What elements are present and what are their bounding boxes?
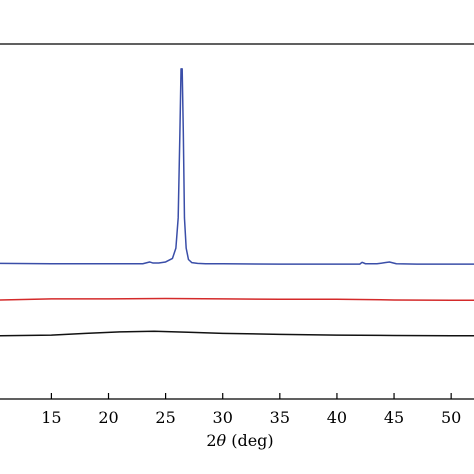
x-tick-label: 45 xyxy=(384,408,404,427)
x-axis-title: 2θ (deg) xyxy=(206,431,273,450)
x-tick-label: 40 xyxy=(327,408,347,427)
x-tick-label: 50 xyxy=(441,408,461,427)
x-tick-label: 15 xyxy=(41,408,61,427)
x-tick-layer: 15 20 25 30 35 40 45 50 xyxy=(41,393,461,427)
x-tick-label: 20 xyxy=(98,408,118,427)
series-line-3 xyxy=(0,330,474,337)
series-layer xyxy=(0,68,474,337)
series-line-1 xyxy=(0,68,474,265)
series-line-2 xyxy=(0,297,474,302)
x-tick-label: 30 xyxy=(213,408,233,427)
x-tick-label: 35 xyxy=(270,408,290,427)
x-tick-label: 25 xyxy=(155,408,175,427)
